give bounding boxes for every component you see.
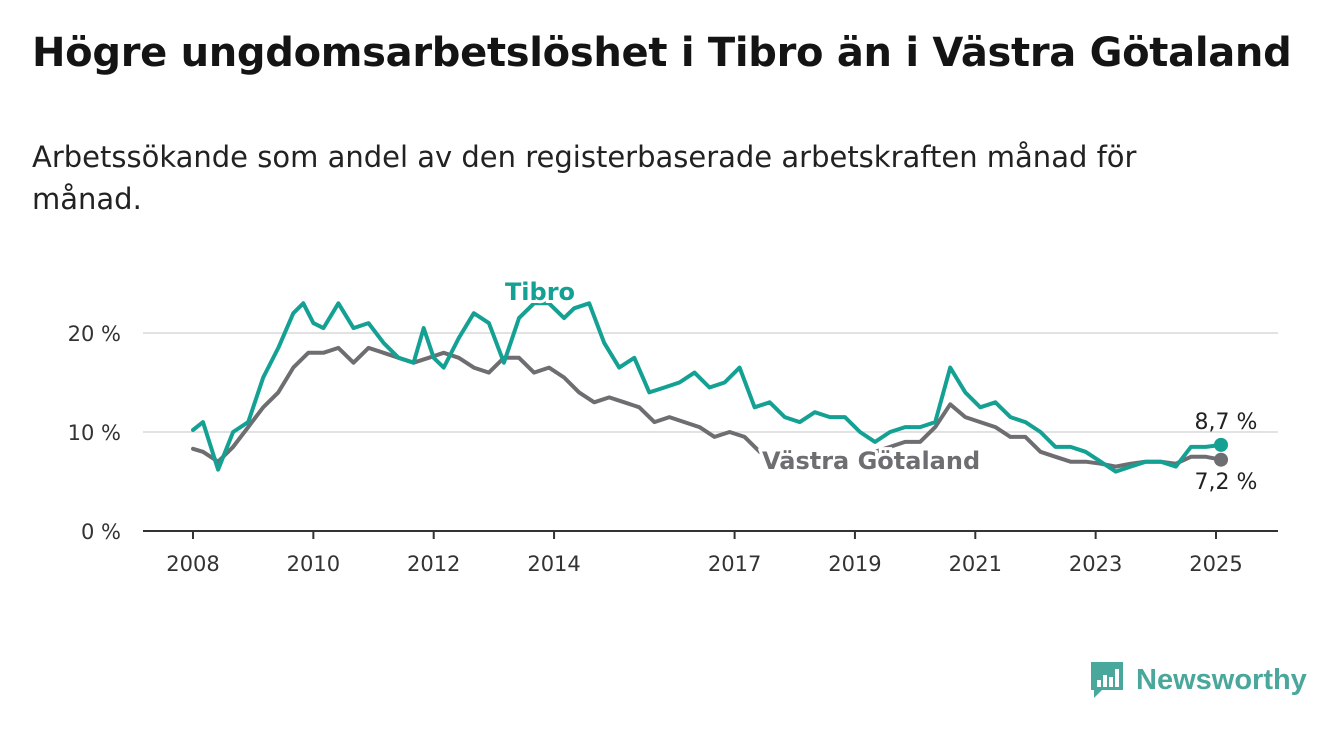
y-tick-label: 10 % [68, 421, 121, 445]
x-tick-label: 2019 [828, 552, 881, 576]
x-tick-label: 2014 [527, 552, 580, 576]
x-tick-label: 2025 [1189, 552, 1242, 576]
series-line-v-stra-g-taland [191, 345, 762, 464]
end-point-tibro [1214, 437, 1229, 452]
x-tick-label: 2017 [708, 552, 761, 576]
brand-name: Newsworthy [1136, 663, 1307, 696]
x-tick-label: 2023 [1069, 552, 1122, 576]
x-tick-label: 2021 [949, 552, 1002, 576]
y-tick-label: 0 % [81, 520, 121, 544]
x-tick-label: 2008 [166, 552, 219, 576]
labels-layer: 0 % 10 % 20 % 2008 2010 2012 2014 2017 2019 2021 2… [68, 275, 1258, 576]
series-label-tibro: Tibro [505, 278, 575, 306]
series-line-tibro [191, 301, 1223, 474]
series-label-vastra-gotaland: Västra Götaland [762, 447, 980, 475]
lines-layer [191, 301, 1229, 474]
x-tick-label: 2012 [407, 552, 460, 576]
x-tick-label: 2010 [287, 552, 340, 576]
end-point-v-stra-g-taland [1214, 452, 1229, 467]
chart-subtitle: Arbetssökande som andel av den registerb… [32, 140, 1137, 216]
newsworthy-logo-icon [1091, 662, 1123, 698]
chart-title: Högre ungdomsarbetslöshet i Tibro än i V… [32, 30, 1292, 76]
y-tick-label: 20 % [68, 322, 121, 346]
end-value-label-tibro: 8,7 % [1195, 410, 1258, 435]
end-value-label-vastra-gotaland: 7,2 % [1195, 470, 1258, 495]
newsworthy-logo: Newsworthy [1088, 660, 1307, 700]
